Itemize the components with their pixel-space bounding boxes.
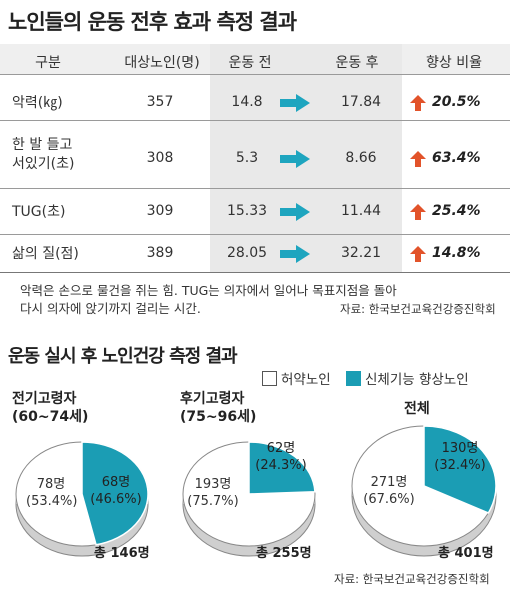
- pie-improved-pct: (32.4%): [434, 458, 486, 473]
- pie-total: 총 146명: [94, 546, 150, 561]
- row-before: 14.8: [231, 94, 263, 110]
- row-label: 삶의 질(점): [12, 246, 79, 262]
- pie-improved-pct: (46.6%): [90, 492, 142, 507]
- pie-improved-label: 130명 (32.4%): [430, 440, 490, 474]
- legend-swatch-improved: [346, 370, 361, 386]
- legend-frail: 허약노인: [262, 368, 331, 388]
- row-subjects: 309: [146, 203, 174, 219]
- row-improvement: 63.4%: [432, 150, 481, 166]
- header-after: 운동 후: [335, 55, 379, 71]
- pie-slice-improved: [81, 441, 149, 546]
- header-before: 운동 전: [228, 55, 272, 71]
- row-divider: [0, 234, 510, 235]
- pie-improved-count: 62명: [266, 441, 296, 456]
- row-divider: [0, 120, 510, 121]
- legend-improved: 신체기능 향상노인: [346, 368, 469, 388]
- row-label: TUG(초): [12, 204, 66, 220]
- note-line: 악력은 손으로 물건을 쥐는 힘. TUG는 의자에서 일어나 목표지점을 돌아: [20, 283, 397, 298]
- pie-frail-pct: (53.4%): [26, 494, 78, 509]
- source-note: 자료: 한국보건교육건강증진학회: [334, 572, 490, 586]
- source-note: 자료: 한국보건교육건강증진학회: [340, 302, 496, 316]
- row-improvement: 25.4%: [432, 203, 481, 219]
- pie-chart-total: [351, 425, 497, 557]
- table-note: 악력은 손으로 물건을 쥐는 힘. TUG는 의자에서 일어나 목표지점을 돌아…: [20, 282, 397, 318]
- pie-total: 총 401명: [438, 546, 494, 561]
- row-before: 15.33: [226, 203, 268, 219]
- pie-slice-improved: [423, 425, 497, 514]
- header-improvement: 향상 비율: [426, 55, 482, 71]
- row-subjects: 389: [146, 245, 174, 261]
- pie-improved-pct: (24.3%): [255, 458, 307, 473]
- arrow-right-icon: [280, 150, 310, 168]
- pie-total: 총 255명: [256, 546, 312, 561]
- pie-frail-pct: (75.7%): [187, 494, 239, 509]
- table-bottom-border: [0, 272, 510, 273]
- legend-label-frail: 허약노인: [281, 372, 331, 388]
- pie-frail-count: 78명: [36, 477, 66, 492]
- pie-frail-pct: (67.6%): [363, 492, 415, 507]
- row-after: 8.66: [345, 150, 377, 166]
- pie-title-line: 전기고령자: [12, 391, 77, 407]
- row-after: 11.44: [340, 203, 382, 219]
- arrow-up-icon: [410, 246, 426, 262]
- pie-title: 전기고령자 (60~74세): [12, 390, 88, 426]
- pie-frail-count: 193명: [194, 477, 232, 492]
- row-before: 28.05: [226, 245, 268, 261]
- pie-frail-label: 271명 (67.6%): [362, 474, 416, 508]
- pie-improved-count: 68명: [101, 475, 131, 490]
- header-category: 구분: [35, 55, 61, 71]
- pie-improved-label: 68명 (46.6%): [86, 474, 146, 508]
- row-after: 17.84: [340, 94, 382, 110]
- row-improvement: 14.8%: [432, 245, 481, 261]
- row-label-line: 한 발 들고: [12, 137, 73, 153]
- row-divider: [0, 74, 510, 75]
- row-after: 32.21: [340, 245, 382, 261]
- row-subjects: 357: [146, 94, 174, 110]
- arrow-up-icon: [410, 95, 426, 111]
- pie-improved-count: 130명: [441, 441, 479, 456]
- row-label: 악력(㎏): [12, 95, 63, 111]
- arrow-up-icon: [410, 204, 426, 220]
- arrow-right-icon: [280, 203, 310, 221]
- pie-improved-label: 62명 (24.3%): [252, 440, 310, 474]
- pie-chart-late-elderly: [182, 441, 316, 557]
- pie-chart-early-elderly: [15, 441, 149, 557]
- pie-title-line: 후기고령자: [180, 391, 245, 407]
- row-improvement: 20.5%: [432, 94, 481, 110]
- pie-frail-label: 193명 (75.7%): [186, 476, 240, 510]
- header-subjects: 대상노인(명): [124, 55, 200, 71]
- pie-frail-count: 271명: [370, 475, 408, 490]
- note-line: 다시 의자에 앉기까지 걸리는 시간.: [20, 301, 201, 316]
- row-label: 한 발 들고 서있기(초): [12, 136, 74, 174]
- arrow-right-icon: [280, 94, 310, 112]
- section-title: 운동 실시 후 노인건강 측정 결과: [8, 346, 238, 367]
- pie-frail-label: 78명 (53.4%): [26, 476, 78, 510]
- arrow-right-icon: [280, 245, 310, 263]
- pie-title-line: (60~74세): [12, 409, 89, 425]
- pie-title: 후기고령자 (75~96세): [180, 390, 256, 426]
- row-label-line: 서있기(초): [12, 156, 75, 172]
- pie-title-line: (75~96세): [180, 409, 257, 425]
- arrow-up-icon: [410, 151, 426, 167]
- pie-title: 전체: [404, 400, 430, 418]
- row-divider: [0, 188, 510, 189]
- pie-title-line: 전체: [404, 401, 430, 417]
- legend-label-improved: 신체기능 향상노인: [365, 372, 469, 388]
- row-subjects: 308: [146, 150, 174, 166]
- page-title: 노인들의 운동 전후 효과 측정 결과: [8, 10, 297, 34]
- row-before: 5.3: [235, 150, 259, 166]
- pie-slice-improved: [248, 441, 316, 495]
- legend-swatch-frail: [262, 370, 277, 386]
